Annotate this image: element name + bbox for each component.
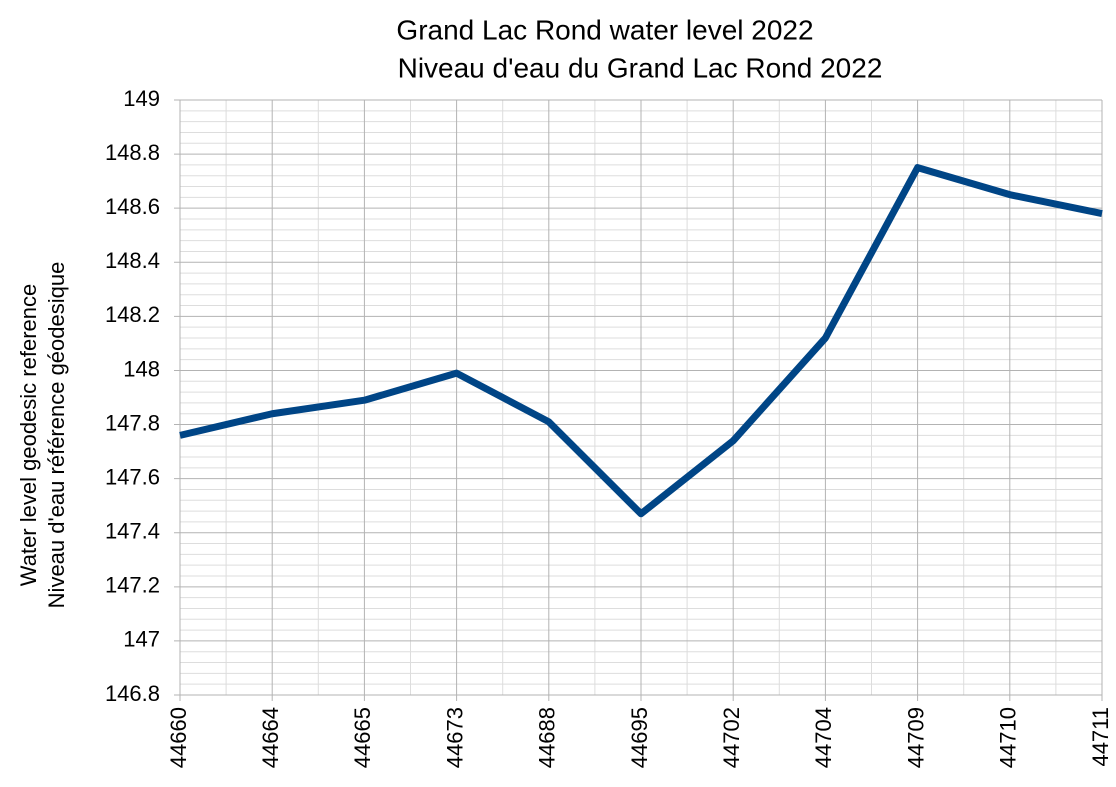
y-axis-label: Niveau d'eau référence géodesique bbox=[44, 262, 69, 609]
x-tick-label: 44702 bbox=[719, 707, 744, 768]
y-axis-label: Water level geodesic reference bbox=[16, 284, 41, 586]
x-tick-label: 44665 bbox=[350, 707, 375, 768]
data-line bbox=[179, 164, 1103, 518]
y-tick-label: 148.4 bbox=[105, 248, 160, 273]
x-tick-label: 44664 bbox=[258, 707, 283, 768]
y-tick-label: 148 bbox=[123, 356, 160, 381]
y-tick-label: 147.2 bbox=[105, 573, 160, 598]
y-tick-label: 147.6 bbox=[105, 464, 160, 489]
y-tick-label: 147.4 bbox=[105, 519, 160, 544]
chart-title: Grand Lac Rond water level 2022 bbox=[396, 14, 813, 45]
y-tick-label: 148.8 bbox=[105, 140, 160, 165]
x-tick-label: 44660 bbox=[166, 707, 191, 768]
x-tick-label: 44688 bbox=[535, 707, 560, 768]
y-tick-label: 147.8 bbox=[105, 410, 160, 435]
y-tick-label: 149 bbox=[123, 86, 160, 111]
x-tick-label: 44704 bbox=[811, 707, 836, 768]
x-tick-label: 44673 bbox=[442, 707, 467, 768]
y-tick-label: 146.8 bbox=[105, 681, 160, 706]
x-tick-label: 44711 bbox=[1088, 707, 1113, 767]
x-tick-label: 44709 bbox=[903, 707, 928, 768]
x-tick-label: 44710 bbox=[996, 707, 1021, 768]
chart-subtitle: Niveau d'eau du Grand Lac Rond 2022 bbox=[398, 52, 883, 83]
y-tick-label: 148.6 bbox=[105, 194, 160, 219]
x-tick-label: 44695 bbox=[627, 707, 652, 768]
y-tick-label: 147 bbox=[123, 627, 160, 652]
y-tick-label: 148.2 bbox=[105, 302, 160, 327]
